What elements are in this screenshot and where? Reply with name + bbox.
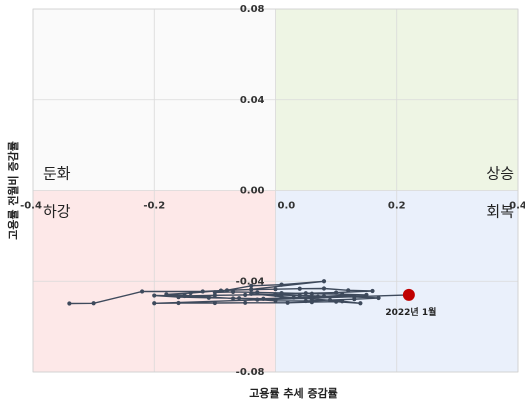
- data-point: [273, 287, 278, 292]
- data-point: [358, 301, 363, 306]
- y-tick-label: 0.00: [240, 186, 265, 197]
- data-point: [176, 300, 181, 306]
- data-point: [297, 293, 302, 298]
- data-point: [279, 282, 284, 287]
- data-point: [279, 294, 284, 299]
- y-axis-title: 고용률 전월비 증감률: [6, 141, 20, 240]
- data-point: [243, 292, 248, 297]
- data-point: [230, 289, 236, 295]
- data-point: [346, 288, 351, 293]
- x-tick-label: -0.2: [143, 201, 165, 212]
- data-point: [285, 300, 290, 305]
- data-point: [261, 296, 266, 301]
- y-tick-label: 0.04: [240, 95, 265, 106]
- data-point: [218, 288, 224, 293]
- data-point: [303, 291, 308, 296]
- data-point: [321, 286, 327, 291]
- plot-border: [32, 8, 519, 373]
- data-point: [273, 298, 278, 303]
- data-point: [315, 294, 321, 299]
- data-point: [243, 300, 248, 305]
- data-point: [255, 297, 260, 302]
- x-tick-label: 0.0: [278, 201, 296, 212]
- data-point: [200, 289, 205, 294]
- data-point: [224, 288, 230, 293]
- data-point: [370, 288, 375, 294]
- data-point: [152, 301, 157, 306]
- x-tick-label: 0.2: [388, 201, 406, 212]
- data-point: [364, 292, 369, 297]
- data-point: [327, 297, 333, 303]
- y-tick-label: -0.08: [236, 367, 265, 378]
- data-point: [176, 295, 181, 300]
- data-point: [291, 295, 296, 300]
- data-point: [297, 286, 302, 291]
- data-point: [321, 294, 327, 299]
- data-point: [249, 283, 254, 288]
- highlight-label: 2022년 1월: [385, 306, 436, 318]
- data-point: [152, 293, 157, 298]
- data-point: [212, 300, 217, 306]
- data-point: [249, 291, 254, 296]
- data-point: [230, 296, 236, 301]
- data-point: [91, 301, 96, 306]
- data-point: [182, 293, 187, 298]
- data-point: [321, 279, 327, 284]
- data-point: [334, 299, 339, 304]
- data-point: [340, 292, 345, 297]
- data-point: [164, 292, 169, 297]
- data-point: [249, 287, 254, 292]
- data-point: [376, 295, 381, 301]
- x-tick-label: 0.4: [509, 201, 525, 212]
- data-point: [273, 292, 278, 297]
- quadrant-label: 상승: [486, 165, 514, 183]
- data-point: [212, 290, 217, 295]
- quadrant-label: 하강: [43, 203, 71, 221]
- x-axis-title: 고용률 추세 증감률: [249, 386, 338, 400]
- highlight-point: [402, 288, 415, 301]
- quadrant-label: 둔화: [43, 165, 71, 183]
- data-point: [188, 290, 193, 296]
- data-point: [255, 290, 260, 295]
- data-point: [303, 298, 308, 304]
- data-point: [279, 290, 284, 296]
- data-point: [352, 294, 357, 300]
- data-point: [334, 290, 339, 295]
- data-point: [340, 299, 345, 304]
- x-tick-label: -0.4: [20, 201, 42, 212]
- data-point: [140, 289, 145, 294]
- data-point: [206, 295, 211, 300]
- data-point: [237, 296, 242, 301]
- quadrant-label: 회복: [486, 203, 514, 221]
- data-point: [309, 296, 314, 302]
- data-point: [67, 301, 72, 306]
- y-tick-label: -0.04: [236, 276, 265, 287]
- data-point: [212, 293, 217, 298]
- y-tick-label: 0.08: [240, 4, 265, 15]
- data-point: [309, 300, 314, 305]
- data-point: [309, 291, 314, 296]
